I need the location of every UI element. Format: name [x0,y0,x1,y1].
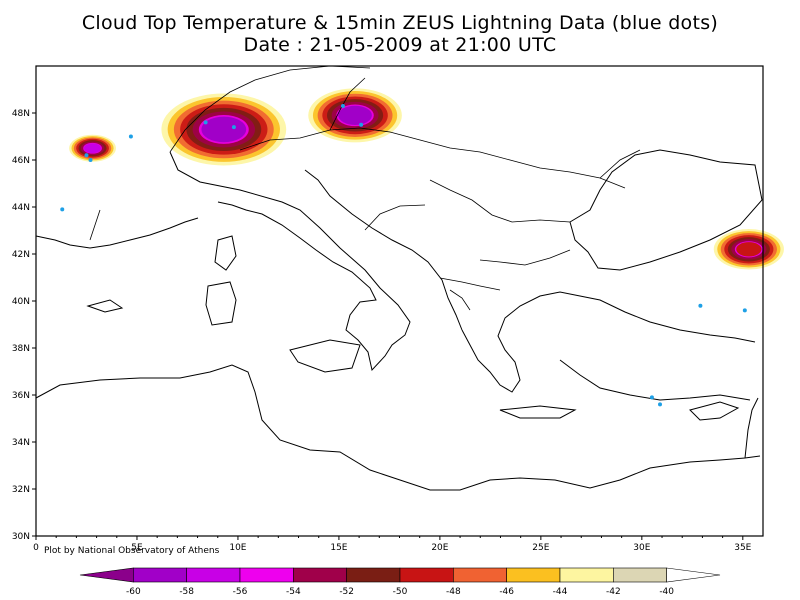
colorbar-label-9: -42 [606,587,621,597]
colorbar-segment-2 [186,567,241,583]
lat-tick-label-0: 30N [12,532,30,542]
lat-tick-label-4: 38N [12,344,30,354]
colorbar-segment-0 [79,567,134,583]
lon-tick-label-3: 15E [330,543,347,553]
colorbar-segment-9 [559,567,614,583]
lat-tick-label-6: 42N [12,250,30,260]
lon-tick-label-2: 10E [229,543,246,553]
lat-tick-label-7: 44N [12,203,30,213]
colorbar-label-8: -44 [553,587,568,597]
lon-tick-label-6: 30E [633,543,650,553]
storm-france [69,134,116,162]
temperature-colorbar: -60 -58 -56 -54 -52 -50 -48 -46 -44 -42 -40 [79,567,721,597]
lightning-dot [649,395,654,400]
map-date: Date : 21-05-2009 at 21:00 UTC [243,34,557,56]
colorbar-label-6: -48 [446,587,461,597]
colorbar-segment-1 [133,567,187,583]
lightning-dot [84,153,89,158]
credit-text: Plot by National Observatory of Athens [44,546,220,556]
borders [89,65,641,311]
map-plot-area [35,65,784,491]
map-frame [35,65,764,537]
colorbar-label-0: -60 [126,587,141,597]
lat-tick-label-9: 48N [12,109,30,119]
lightning-dot [340,103,345,108]
coastlines [35,149,763,491]
lightning-dot [88,158,93,162]
lightning-dot [128,134,133,139]
lightning-dot [698,303,703,308]
longitude-axis: 0 5E 10E 15E 20E 25E 30E 35E [33,536,752,553]
colorbar-label-2: -56 [233,587,248,597]
lightning-dot [742,308,747,313]
storm-core [201,116,247,143]
lightning-dot [231,125,236,130]
colorbar-segment-8 [506,567,561,583]
storm-anatolia [713,229,784,270]
colorbar-segment-11 [666,567,721,583]
lat-tick-label-3: 36N [12,391,30,401]
colorbar-segment-7 [453,567,507,583]
colorbar-label-4: -52 [339,587,354,597]
colorbar-label-3: -54 [286,587,301,597]
lat-tick-label-2: 34N [12,438,30,448]
colorbar-segment-3 [239,567,294,583]
colorbar-segment-4 [293,567,347,583]
colorbar-segment-10 [613,567,667,583]
colorbar-label-5: -50 [393,587,408,597]
lightning-dot [60,207,65,212]
lightning-dot [658,402,663,407]
colorbar-label-1: -58 [179,587,194,597]
storm-austria [308,88,402,143]
lightning-layer [60,103,747,407]
lightning-dot [203,120,208,125]
lon-tick-label-0: 0 [33,543,39,553]
colorbar-segment-5 [346,567,401,583]
colorbar-label-10: -40 [659,587,674,597]
map-title: Cloud Top Temperature & 15min ZEUS Light… [81,12,719,34]
latitude-axis: 30N 32N 34N 36N 38N 40N 42N 44N 46N 48N [12,109,36,542]
lat-tick-label-5: 40N [12,297,30,307]
lon-tick-label-4: 20E [431,543,448,553]
cloud-layer [69,88,784,270]
lightning-dot [359,122,364,127]
storm-core [338,105,372,125]
lon-tick-label-7: 35E [734,543,751,553]
lat-tick-label-8: 46N [12,156,30,166]
lon-tick-label-5: 25E [532,543,549,553]
lon-tick-label-1: 5E [131,543,143,553]
colorbar-segment-6 [399,567,454,583]
storm-core [84,143,101,154]
colorbar-label-7: -46 [499,587,514,597]
storm-alps [161,93,287,166]
storm-core [736,242,762,257]
lat-tick-label-1: 32N [12,485,30,495]
